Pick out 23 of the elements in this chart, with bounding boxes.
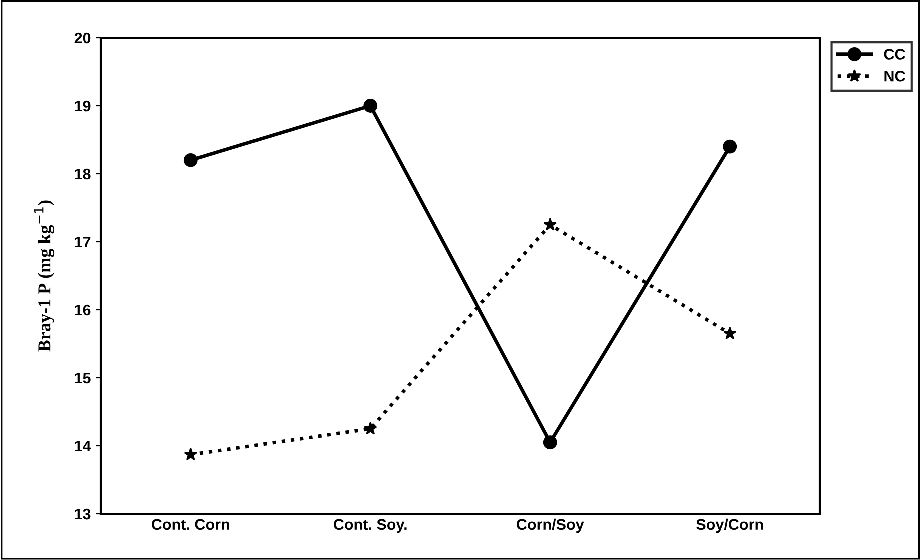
x-tick-label: Corn/Soy — [517, 518, 584, 534]
point — [184, 448, 198, 461]
point — [723, 326, 737, 340]
x-tick-label: Cont. Soy. — [334, 519, 407, 534]
point — [364, 422, 378, 435]
y-tick-label: 19 — [75, 100, 91, 112]
y-tick-label: 14 — [75, 441, 92, 452]
point — [723, 140, 738, 154]
point — [184, 153, 198, 168]
legend-label: NC — [884, 70, 906, 82]
y-tick-label: 13 — [75, 508, 91, 520]
y-tick-label: 16 — [75, 304, 91, 316]
point — [543, 436, 558, 450]
y-tick-label: 17 — [75, 237, 91, 248]
x-tick-label: Cont. Corn — [152, 519, 230, 530]
point — [544, 218, 558, 231]
y-axis-title: Bray-1 P (mg kg$^{−1}$) — [34, 200, 55, 352]
point — [364, 99, 378, 113]
y-tick-label: 18 — [75, 168, 91, 180]
legend-label: CC — [884, 49, 906, 60]
x-tick-label: Soy/Corn — [696, 518, 764, 534]
y-tick-label: 20 — [74, 32, 91, 44]
y-tick-label: 15 — [75, 373, 91, 384]
